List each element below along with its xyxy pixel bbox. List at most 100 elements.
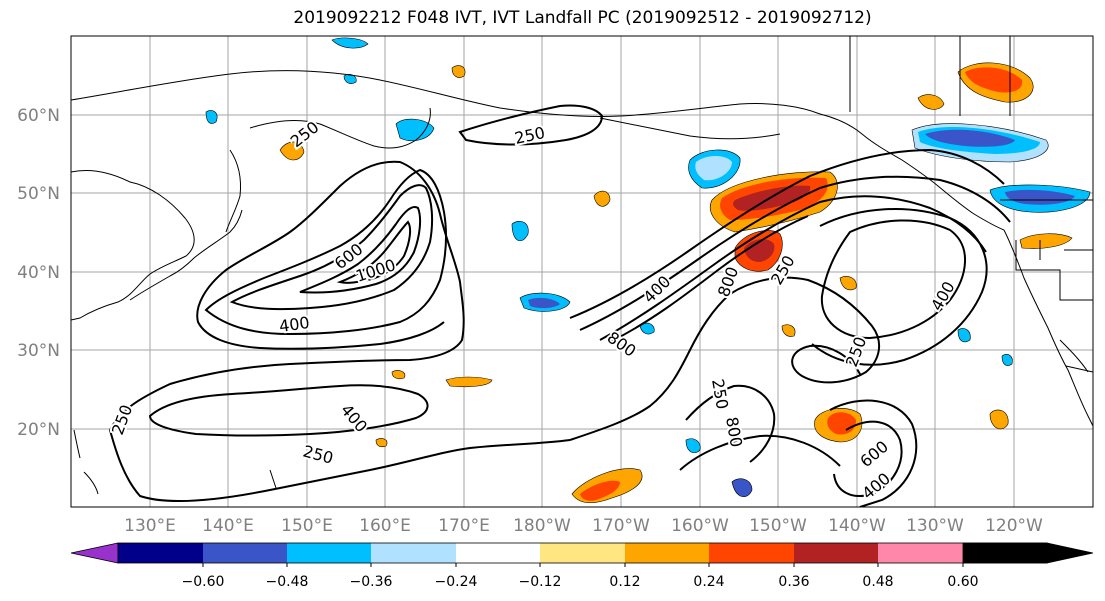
positive-anomaly-canada-core bbox=[965, 67, 1023, 93]
positive-anomaly-south-core bbox=[580, 480, 620, 501]
pc-shading bbox=[205, 37, 1091, 504]
negative-anomaly-tropic-1 bbox=[731, 478, 753, 497]
latitude-labels: 60°N 50°N 40°N 30°N 20°N bbox=[17, 106, 60, 440]
colorbar-segment bbox=[878, 543, 963, 563]
contour-250-south bbox=[109, 429, 571, 503]
positive-anomaly-gulf-alaska-max bbox=[733, 185, 811, 211]
colorbar-segment bbox=[456, 543, 540, 563]
lon-label: 170°W bbox=[592, 516, 650, 536]
contour-250-east-band bbox=[569, 148, 1005, 319]
positive-anomaly-small-4 bbox=[781, 324, 796, 337]
colorbar-extend-high bbox=[962, 542, 1094, 564]
contour-600-east-band bbox=[599, 195, 987, 341]
colorbar-tick-label: −0.48 bbox=[266, 574, 309, 590]
colorbar-tick-label: 0.60 bbox=[947, 574, 978, 590]
positive-anomaly-westpac bbox=[279, 141, 305, 161]
colorbar-tick-label: 0.12 bbox=[609, 574, 640, 590]
positive-anomaly-small-6 bbox=[375, 438, 388, 448]
colorbar-segment bbox=[203, 543, 287, 563]
lat-label: 20°N bbox=[17, 420, 60, 440]
colorbar-tick-label: −0.36 bbox=[350, 574, 393, 590]
positive-anomaly-pnw bbox=[1019, 233, 1073, 249]
contour-800-east-band bbox=[609, 215, 809, 343]
contour-400-east-loop bbox=[820, 219, 966, 340]
lon-label: 160°W bbox=[671, 516, 729, 536]
contour-250-south-east bbox=[569, 276, 881, 441]
contour-400-subtropic-east bbox=[829, 399, 918, 507]
negative-anomaly-tropic-2 bbox=[685, 438, 701, 453]
colorbar-segment bbox=[709, 543, 794, 563]
coastline-alaska bbox=[819, 113, 1005, 231]
coastline-asia bbox=[71, 169, 195, 321]
negative-anomaly-north-1 bbox=[331, 37, 369, 49]
lat-label: 50°N bbox=[17, 184, 60, 204]
contour-400-south bbox=[148, 384, 429, 437]
map-title: 2019092212 F048 IVT, IVT Landfall PC (20… bbox=[293, 8, 872, 28]
colorbar-extend-low bbox=[70, 542, 119, 564]
negative-anomaly-north-2 bbox=[511, 221, 529, 242]
coastline-siberia-north bbox=[71, 70, 821, 118]
lon-label: 150°E bbox=[281, 516, 333, 536]
gridlines bbox=[71, 36, 1093, 507]
positive-anomaly-nepac-core bbox=[744, 239, 775, 262]
coastlines bbox=[71, 70, 1093, 495]
map-area: 250 250 600 1000 400 800 250 400 250 400… bbox=[70, 35, 1094, 508]
negative-anomaly-tropic-3 bbox=[957, 328, 971, 343]
contour-800-subtropic bbox=[685, 384, 776, 463]
colorbar-outline bbox=[117, 542, 1048, 564]
colorbar-ticks bbox=[202, 563, 964, 567]
contour-250-west bbox=[109, 160, 465, 431]
negative-anomaly-small-1 bbox=[205, 110, 218, 124]
lat-label: 60°N bbox=[17, 106, 60, 126]
positive-anomaly-small-5 bbox=[451, 65, 466, 78]
coastline-aleutian-chain bbox=[599, 117, 781, 140]
negative-anomaly-bc-core bbox=[925, 129, 1015, 147]
contour-600-subtropic-east bbox=[833, 420, 903, 497]
colorbar-segment bbox=[794, 543, 878, 563]
contour-600-west bbox=[229, 184, 434, 311]
coastline-japan bbox=[129, 209, 243, 301]
colorbar-segment bbox=[625, 543, 709, 563]
map-frame bbox=[70, 35, 1094, 508]
lon-label: 120°W bbox=[985, 516, 1043, 536]
lat-label: 30°N bbox=[17, 341, 60, 361]
negative-anomaly-kamchatka bbox=[395, 118, 435, 141]
colorbar-segment bbox=[540, 543, 625, 563]
negative-anomaly-washington-core bbox=[1005, 189, 1075, 205]
colorbar-tick-label: −0.12 bbox=[519, 574, 562, 590]
contour-400-west bbox=[204, 168, 448, 336]
positive-anomaly-pacific-band bbox=[445, 376, 493, 388]
negative-anomaly-aleutian-light bbox=[695, 156, 732, 181]
colorbar-segment bbox=[287, 543, 371, 563]
lon-label: 150°W bbox=[749, 516, 807, 536]
ivt-contours bbox=[109, 104, 1011, 507]
lon-label: 130°E bbox=[124, 516, 176, 536]
coastline-kamchatka bbox=[249, 107, 431, 149]
longitude-labels: 130°E 140°E 150°E 160°E 170°E 180°W 170°… bbox=[124, 516, 1043, 536]
colorbar-tick-label: −0.24 bbox=[435, 574, 478, 590]
contour-250-east-loop bbox=[811, 207, 988, 366]
positive-anomaly-small-2 bbox=[989, 409, 1009, 430]
negative-anomaly-small-3 bbox=[1001, 354, 1013, 366]
positive-anomaly-nw-canada bbox=[917, 94, 945, 110]
coastline-west-us bbox=[1003, 229, 1093, 427]
positive-anomaly-small-7 bbox=[391, 370, 406, 380]
lon-label: 180°W bbox=[513, 516, 571, 536]
lon-label: 140°W bbox=[828, 516, 886, 536]
colorbar-tick-labels: −0.60 −0.48 −0.36 −0.24 −0.12 0.12 0.24 … bbox=[182, 574, 979, 590]
political-borders bbox=[849, 36, 1093, 373]
coastline-sakhalin bbox=[225, 149, 241, 233]
contour-800-west bbox=[299, 206, 422, 294]
lon-label: 130°W bbox=[906, 516, 964, 536]
contour-250-subtropic-east bbox=[679, 434, 841, 471]
colorbar-tick-label: 0.36 bbox=[778, 574, 809, 590]
colorbar-tick-label: −0.60 bbox=[182, 574, 225, 590]
colorbar-segment bbox=[118, 543, 203, 563]
colorbar: −0.60 −0.48 −0.36 −0.24 −0.12 0.12 0.24 … bbox=[70, 542, 1094, 590]
negative-anomaly-small-2 bbox=[639, 322, 655, 335]
positive-anomaly-small-3 bbox=[839, 276, 857, 291]
border-us-mexico bbox=[1065, 365, 1093, 373]
coastline-islands bbox=[73, 429, 277, 495]
lon-label: 160°E bbox=[359, 516, 411, 536]
contour-1000-west bbox=[336, 220, 412, 284]
